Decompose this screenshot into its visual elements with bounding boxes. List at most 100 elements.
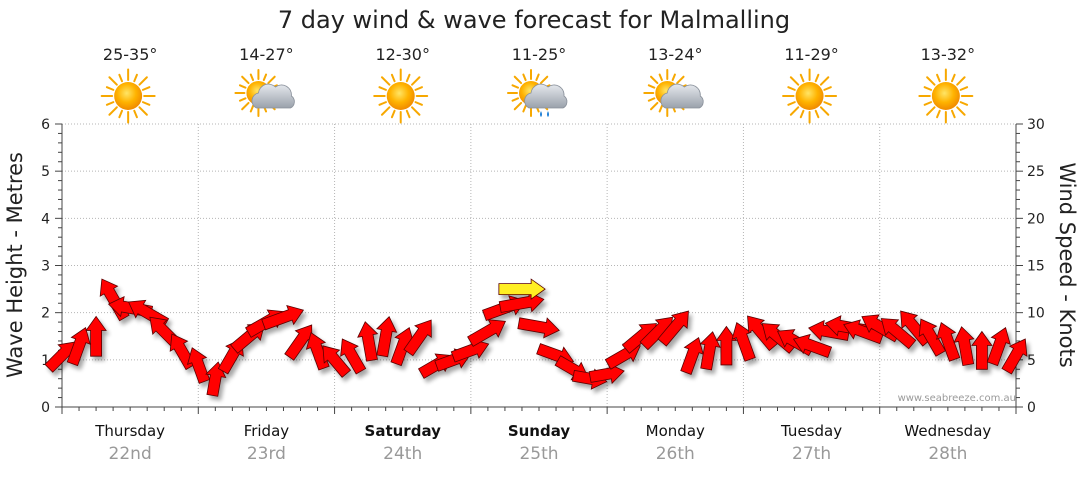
sun-ray xyxy=(539,75,549,85)
sun-ray xyxy=(650,101,659,111)
right-tick-label: 5 xyxy=(1027,353,1036,369)
sunny-icon xyxy=(918,68,974,124)
sun-ray xyxy=(241,101,250,111)
right-tick-label: 15 xyxy=(1027,259,1045,275)
sun-ray xyxy=(814,73,820,83)
day-date: 27th xyxy=(792,444,831,464)
sun-ray xyxy=(241,75,250,85)
sun-ray xyxy=(950,73,956,83)
day-date: 22nd xyxy=(109,444,152,464)
sun-ray xyxy=(249,73,255,82)
day-temperature: 12-30° xyxy=(375,45,430,64)
sunny-icon xyxy=(782,68,838,124)
sun-ray xyxy=(141,101,151,106)
wind-arrow xyxy=(918,318,947,357)
watermark: www.seabreeze.com.au xyxy=(898,393,1016,404)
wind-arrow xyxy=(390,326,415,367)
right-tick-label: 20 xyxy=(1027,211,1045,227)
sun-ray xyxy=(959,86,969,91)
wind-arrow xyxy=(953,326,975,367)
day-date: 28th xyxy=(928,444,967,464)
wind-arrow xyxy=(340,338,367,375)
sun-ray xyxy=(789,76,800,86)
day-temperature: 14-27° xyxy=(239,45,294,64)
sun-ray xyxy=(823,101,832,106)
sun-ray xyxy=(936,73,941,83)
sun-ray xyxy=(380,106,391,116)
sun-ray xyxy=(789,106,800,116)
sun-ray xyxy=(133,73,138,83)
wind-arrow xyxy=(186,347,211,384)
sun-ray xyxy=(671,73,676,82)
left-tick-label: 3 xyxy=(41,259,50,275)
sun-ray xyxy=(658,73,663,82)
sun-ray xyxy=(923,86,933,91)
day-labels: Thursday 22nd Friday 23rd Saturday 24th Sunday… xyxy=(94,422,991,464)
day-date: 23rd xyxy=(247,444,286,464)
day-name: Tuesday xyxy=(780,422,842,440)
sun-ray xyxy=(923,101,933,106)
sunny-icon xyxy=(100,68,156,124)
cloud xyxy=(251,83,295,109)
sun-ray xyxy=(238,84,247,89)
sun-ray xyxy=(249,104,255,113)
y-axis-label: Wave Height - Metres xyxy=(3,152,27,378)
wind-arrow xyxy=(376,316,398,358)
sun-ray xyxy=(390,109,396,119)
cloud xyxy=(524,83,568,109)
sun-ray xyxy=(676,75,685,85)
wind-arrow-highlight xyxy=(498,278,546,300)
y2-axis-label: Wind Speed - Knots xyxy=(1055,162,1079,367)
sun-ray xyxy=(799,73,805,83)
sun-ray xyxy=(513,75,523,85)
right-tick-label: 0 xyxy=(1027,400,1036,416)
sun-ray xyxy=(238,97,247,102)
sun-ray xyxy=(262,73,268,82)
sun-ray xyxy=(405,109,411,119)
wind-arrow xyxy=(357,321,379,362)
wind-arrow xyxy=(403,319,432,357)
sun-ray xyxy=(522,104,527,113)
wind-arrow xyxy=(322,345,352,378)
sun-ray xyxy=(138,76,148,86)
wind-arrow xyxy=(699,331,721,371)
sun-disc xyxy=(386,82,415,110)
sun-ray xyxy=(411,106,421,116)
sun-disc xyxy=(795,82,824,110)
sun-disc xyxy=(931,82,960,110)
left-tick-label: 2 xyxy=(41,306,50,322)
day-temperature: 13-32° xyxy=(921,45,976,64)
wind-arrow xyxy=(588,362,625,385)
weather-row: 25-35° 14-27° 12-30° 11-25° 13-24° 11-29° 13-3… xyxy=(100,45,976,124)
sun-ray xyxy=(959,101,969,106)
day-name: Saturday xyxy=(365,422,442,440)
sun-ray xyxy=(138,106,148,116)
wind-arrow xyxy=(305,331,330,371)
sun-ray xyxy=(787,86,796,91)
day-temperature: 25-35° xyxy=(103,45,158,64)
sun-ray xyxy=(513,101,523,111)
sun-ray xyxy=(823,86,832,91)
sun-ray xyxy=(956,106,966,116)
wind-arrow xyxy=(715,325,738,366)
day-date: 26th xyxy=(656,444,695,464)
left-tick-label: 0 xyxy=(41,400,50,416)
day-name: Sunday xyxy=(508,422,571,440)
left-tick-label: 1 xyxy=(41,353,50,369)
day-name: Thursday xyxy=(94,422,165,440)
left-tick-label: 5 xyxy=(41,164,50,180)
sun-ray xyxy=(390,73,396,83)
sun-ray xyxy=(411,76,421,86)
sun-disc xyxy=(114,82,143,110)
sun-ray xyxy=(787,101,796,106)
sun-ray xyxy=(378,86,387,91)
wind-arrow xyxy=(880,318,917,350)
sun-ray xyxy=(141,86,151,91)
sun-ray xyxy=(647,97,656,102)
sunny-icon xyxy=(373,68,429,124)
sun-ray xyxy=(380,76,391,86)
sun-ray xyxy=(819,76,830,86)
sun-ray xyxy=(926,76,936,86)
sun-ray xyxy=(522,73,527,82)
